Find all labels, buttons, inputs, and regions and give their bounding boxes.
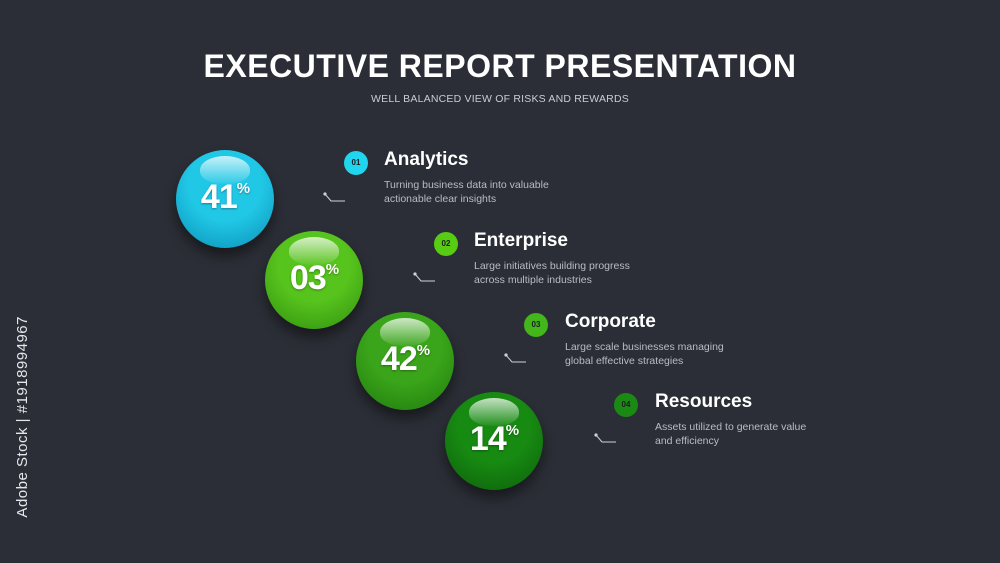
connector-line <box>594 433 616 443</box>
sphere-analytics: 41% <box>176 150 274 248</box>
item-title-resources: Resources <box>655 391 753 412</box>
sphere-highlight <box>200 156 250 184</box>
sphere-highlight <box>469 398 519 426</box>
description-line: Assets utilized to generate value <box>655 421 807 433</box>
connector-line <box>413 272 435 282</box>
connector-line <box>504 353 526 363</box>
description-line: Large initiatives building progress <box>474 260 630 272</box>
page-subtitle: WELL BALANCED VIEW OF RISKS AND REWARDS <box>371 93 629 105</box>
sphere-value: 41% <box>200 178 250 216</box>
description-line: global effective strategies <box>565 355 684 367</box>
sphere-highlight <box>289 237 339 265</box>
sphere-value: 42% <box>380 340 430 378</box>
sphere-resources: 14% <box>445 392 543 490</box>
item-title-enterprise: Enterprise <box>474 230 568 251</box>
description-line: Large scale businesses managing <box>565 341 724 353</box>
stock-watermark: Adobe Stock | #1918994967 <box>14 316 31 518</box>
badge-02: 02 <box>434 232 458 256</box>
badge-04: 04 <box>614 393 638 417</box>
badge-03: 03 <box>524 313 548 337</box>
description-line: actionable clear insights <box>384 193 497 205</box>
item-title-analytics: Analytics <box>384 149 469 170</box>
item-description-analytics: Turning business data into valuable acti… <box>384 178 574 206</box>
description-line: and efficiency <box>655 435 720 447</box>
sphere-highlight <box>380 318 430 346</box>
item-description-enterprise: Large initiatives building progress acro… <box>474 259 664 287</box>
sphere-enterprise: 03% <box>265 231 363 329</box>
sphere-value: 03% <box>289 259 339 297</box>
item-title-corporate: Corporate <box>565 311 656 332</box>
description-line: Turning business data into valuable <box>384 179 549 191</box>
item-description-corporate: Large scale businesses managing global e… <box>565 340 755 368</box>
sphere-corporate: 42% <box>356 312 454 410</box>
description-line: across multiple industries <box>474 274 592 286</box>
connector-line <box>323 192 345 202</box>
page-title: EXECUTIVE REPORT PRESENTATION <box>203 48 797 84</box>
badge-01: 01 <box>344 151 368 175</box>
item-description-resources: Assets utilized to generate value and ef… <box>655 420 845 448</box>
sphere-value: 14% <box>469 420 519 458</box>
